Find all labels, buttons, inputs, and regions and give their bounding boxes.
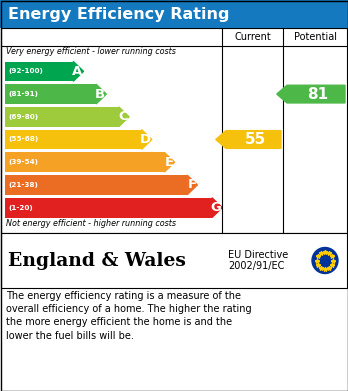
Text: G: G <box>210 201 221 214</box>
Text: 2002/91/EC: 2002/91/EC <box>228 260 284 271</box>
Text: EU Directive: EU Directive <box>228 251 288 260</box>
Bar <box>5 152 164 172</box>
Text: (69-80): (69-80) <box>8 114 38 120</box>
Text: D: D <box>140 133 151 146</box>
Polygon shape <box>187 175 197 195</box>
Text: (1-20): (1-20) <box>8 204 33 211</box>
Bar <box>5 198 212 217</box>
Text: (21-38): (21-38) <box>8 182 38 188</box>
Polygon shape <box>212 198 222 217</box>
Text: Potential: Potential <box>294 32 337 42</box>
Text: 81: 81 <box>307 86 329 102</box>
Polygon shape <box>164 152 175 172</box>
Polygon shape <box>216 131 281 148</box>
Text: B: B <box>95 88 105 100</box>
Text: A: A <box>72 65 82 78</box>
Bar <box>5 175 187 195</box>
Polygon shape <box>119 107 129 127</box>
Text: Not energy efficient - higher running costs: Not energy efficient - higher running co… <box>6 219 176 228</box>
Text: C: C <box>118 110 128 123</box>
Text: (55-68): (55-68) <box>8 136 38 142</box>
Bar <box>1 28 347 233</box>
Bar <box>0 0 348 28</box>
Bar <box>5 130 142 149</box>
Bar <box>5 107 119 127</box>
Text: Energy Efficiency Rating: Energy Efficiency Rating <box>8 7 229 22</box>
Text: England & Wales: England & Wales <box>8 251 186 269</box>
Circle shape <box>312 248 338 273</box>
Text: (92-100): (92-100) <box>8 68 43 74</box>
Polygon shape <box>96 84 106 104</box>
Text: E: E <box>165 156 174 169</box>
Polygon shape <box>73 61 84 81</box>
Text: 55: 55 <box>245 132 266 147</box>
Text: (81-91): (81-91) <box>8 91 38 97</box>
Text: Current: Current <box>234 32 271 42</box>
Polygon shape <box>142 130 152 149</box>
Text: (39-54): (39-54) <box>8 159 38 165</box>
Bar <box>5 61 73 81</box>
Bar <box>1 233 347 288</box>
Text: Very energy efficient - lower running costs: Very energy efficient - lower running co… <box>6 47 176 56</box>
Polygon shape <box>277 85 345 103</box>
Text: F: F <box>187 178 196 192</box>
Text: The energy efficiency rating is a measure of the
overall efficiency of a home. T: The energy efficiency rating is a measur… <box>6 291 252 341</box>
Bar <box>5 84 96 104</box>
